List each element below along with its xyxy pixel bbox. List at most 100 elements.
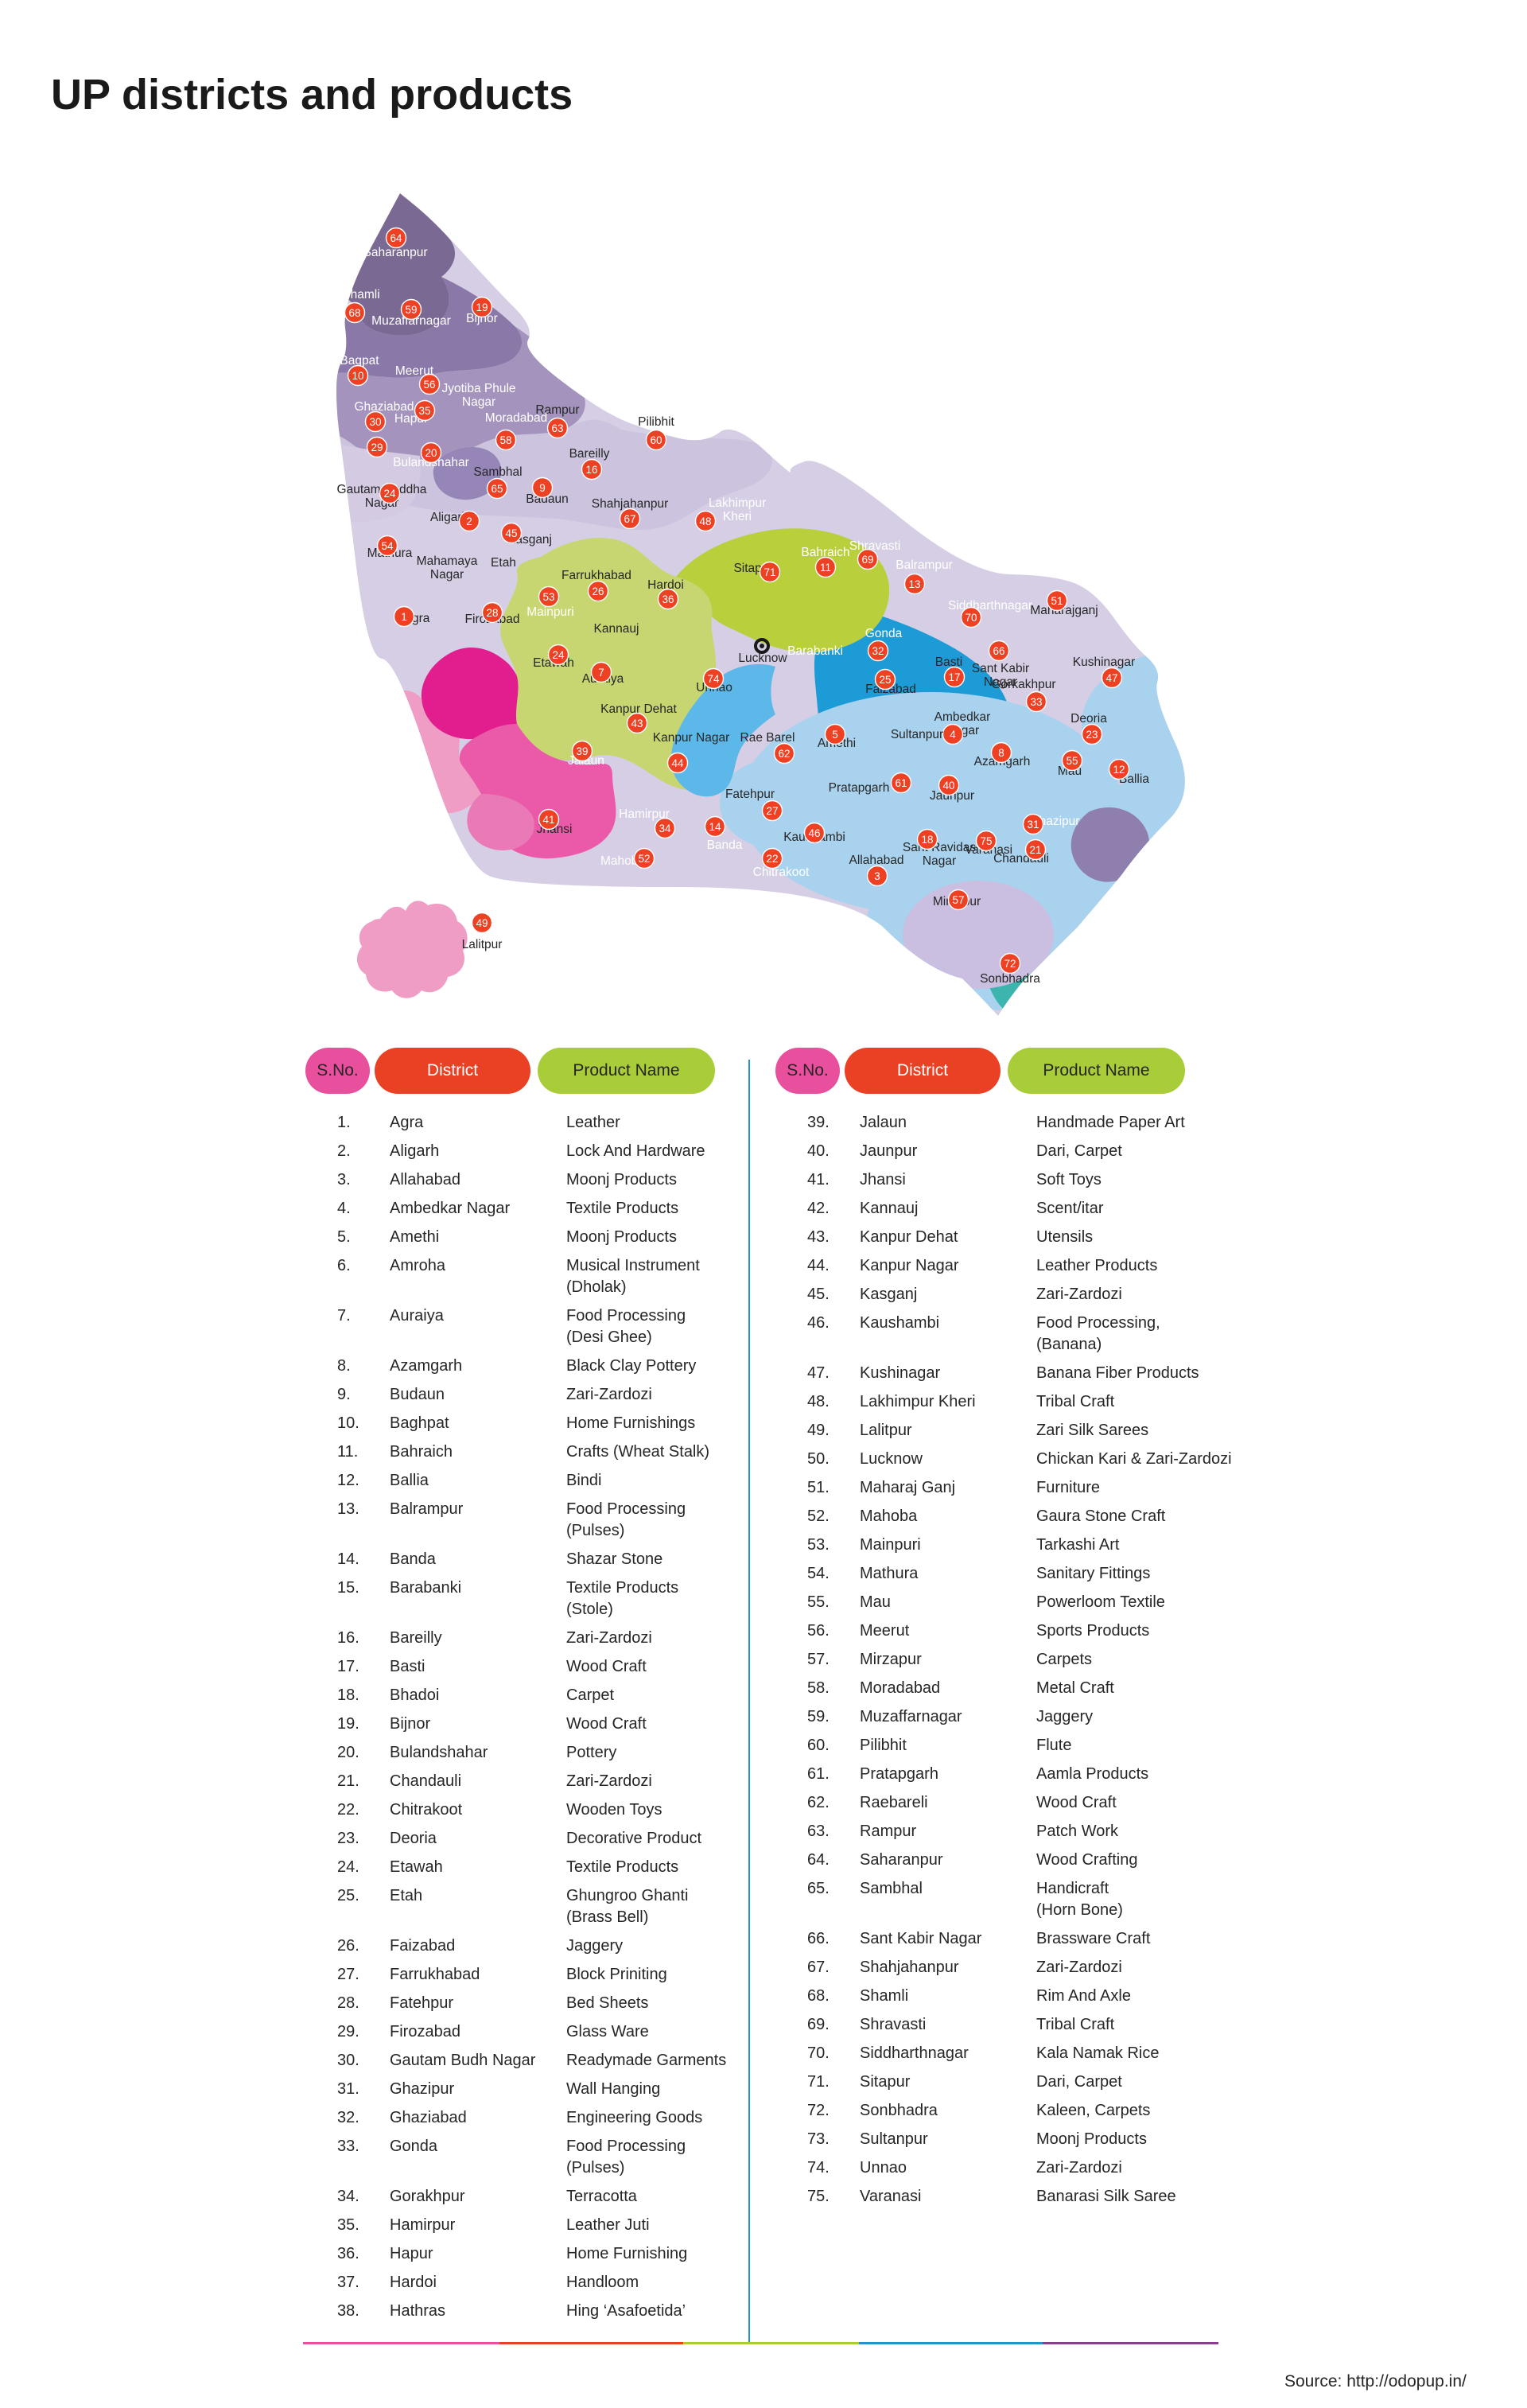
- svg-text:Nagar: Nagar: [462, 395, 495, 409]
- svg-text:Kheri: Kheri: [723, 510, 752, 523]
- svg-text:14: 14: [709, 821, 721, 833]
- svg-text:Balrampur: Balrampur: [896, 558, 953, 572]
- svg-text:Mahamaya: Mahamaya: [417, 554, 478, 568]
- svg-text:72: 72: [1004, 958, 1016, 970]
- svg-text:Lucknow: Lucknow: [738, 652, 787, 665]
- svg-text:10: 10: [352, 370, 363, 382]
- svg-text:43: 43: [631, 718, 643, 729]
- svg-text:26: 26: [592, 585, 604, 597]
- svg-text:57: 57: [952, 894, 964, 906]
- svg-text:24: 24: [552, 649, 565, 661]
- svg-text:19: 19: [476, 301, 488, 313]
- svg-text:Deoria: Deoria: [1070, 712, 1107, 726]
- svg-text:40: 40: [942, 780, 954, 792]
- svg-text:61: 61: [895, 777, 907, 789]
- svg-text:63: 63: [551, 422, 563, 434]
- svg-text:Banda: Banda: [707, 838, 743, 852]
- svg-text:75: 75: [980, 835, 992, 847]
- svg-text:4: 4: [950, 729, 956, 741]
- svg-text:24: 24: [383, 488, 396, 500]
- svg-text:Basti: Basti: [935, 655, 962, 669]
- svg-text:36: 36: [662, 593, 674, 605]
- svg-text:9: 9: [539, 482, 546, 494]
- svg-text:Siddharthnagar: Siddharthnagar: [948, 599, 1032, 613]
- svg-text:Pilibhit: Pilibhit: [638, 415, 674, 429]
- svg-text:Ambedkar: Ambedkar: [934, 710, 991, 724]
- svg-text:Rae Barel: Rae Barel: [740, 731, 795, 745]
- svg-text:25: 25: [879, 674, 891, 686]
- svg-text:33: 33: [1030, 696, 1042, 708]
- svg-text:41: 41: [542, 814, 554, 826]
- svg-text:1: 1: [401, 611, 407, 623]
- svg-text:35: 35: [418, 405, 430, 417]
- svg-text:12: 12: [1113, 764, 1125, 776]
- svg-text:Sultanpur: Sultanpur: [891, 728, 943, 741]
- svg-text:Fatehpur: Fatehpur: [725, 788, 775, 801]
- svg-text:32: 32: [872, 645, 884, 657]
- svg-text:Etah: Etah: [491, 556, 516, 570]
- svg-text:Kanpur Nagar: Kanpur Nagar: [653, 731, 730, 745]
- svg-text:54: 54: [381, 540, 394, 552]
- svg-text:Moradabad: Moradabad: [485, 411, 547, 425]
- svg-text:49: 49: [476, 917, 488, 929]
- svg-text:74: 74: [707, 673, 720, 685]
- svg-text:Gonda: Gonda: [865, 627, 903, 640]
- svg-text:23: 23: [1086, 729, 1098, 741]
- svg-text:Kannauj: Kannauj: [594, 622, 639, 636]
- svg-text:46: 46: [808, 827, 820, 839]
- svg-text:Shravasti: Shravasti: [849, 539, 901, 553]
- svg-text:67: 67: [624, 513, 635, 525]
- svg-text:69: 69: [861, 554, 873, 566]
- svg-text:Bareilly: Bareilly: [569, 447, 610, 461]
- svg-text:47: 47: [1105, 672, 1117, 684]
- svg-text:60: 60: [650, 434, 662, 446]
- svg-text:52: 52: [638, 853, 650, 865]
- svg-text:Shamli: Shamli: [342, 288, 379, 301]
- svg-text:Sonbhadra: Sonbhadra: [980, 972, 1040, 986]
- svg-text:Gorkakhpur: Gorkakhpur: [992, 678, 1056, 691]
- svg-text:21: 21: [1029, 844, 1041, 856]
- svg-text:71: 71: [764, 566, 775, 578]
- svg-text:64: 64: [390, 232, 402, 244]
- svg-text:20: 20: [425, 447, 437, 459]
- svg-text:Barabanki: Barabanki: [787, 644, 843, 658]
- svg-text:56: 56: [423, 379, 435, 391]
- svg-text:28: 28: [486, 607, 498, 619]
- svg-text:62: 62: [778, 748, 790, 760]
- svg-text:27: 27: [766, 805, 778, 817]
- svg-text:65: 65: [491, 483, 503, 495]
- svg-text:Lalitpur: Lalitpur: [462, 938, 503, 951]
- svg-text:68: 68: [348, 307, 360, 319]
- svg-text:5: 5: [832, 729, 838, 741]
- svg-text:53: 53: [542, 591, 554, 603]
- svg-text:Chitrakoot: Chitrakoot: [753, 866, 810, 879]
- svg-text:Lakhimpur: Lakhimpur: [709, 496, 766, 510]
- svg-text:Sambhal: Sambhal: [473, 465, 522, 479]
- svg-text:48: 48: [699, 515, 711, 527]
- svg-text:44: 44: [671, 757, 684, 769]
- svg-text:2: 2: [466, 515, 472, 527]
- svg-text:17: 17: [948, 671, 960, 683]
- svg-text:18: 18: [921, 834, 933, 846]
- svg-text:39: 39: [576, 745, 588, 757]
- svg-text:22: 22: [766, 853, 778, 865]
- svg-text:58: 58: [499, 434, 511, 446]
- svg-text:51: 51: [1051, 595, 1063, 607]
- svg-text:Kushinagar: Kushinagar: [1073, 655, 1135, 669]
- svg-text:Nagar: Nagar: [430, 568, 464, 582]
- svg-text:31: 31: [1027, 819, 1039, 831]
- svg-text:45: 45: [505, 527, 517, 539]
- svg-text:66: 66: [993, 645, 1004, 657]
- svg-text:8: 8: [998, 747, 1004, 759]
- svg-text:13: 13: [908, 578, 920, 590]
- svg-text:Farrukhabad: Farrukhabad: [561, 569, 631, 582]
- svg-text:3: 3: [874, 870, 880, 882]
- svg-text:29: 29: [371, 442, 383, 453]
- svg-text:Allahabad: Allahabad: [849, 854, 904, 867]
- svg-text:16: 16: [585, 464, 597, 476]
- svg-text:Pratapgarh: Pratapgarh: [829, 781, 890, 795]
- svg-text:Jyotiba Phule: Jyotiba Phule: [441, 382, 515, 395]
- svg-text:59: 59: [405, 304, 417, 316]
- svg-text:Nagar: Nagar: [923, 854, 956, 868]
- svg-text:30: 30: [369, 416, 381, 428]
